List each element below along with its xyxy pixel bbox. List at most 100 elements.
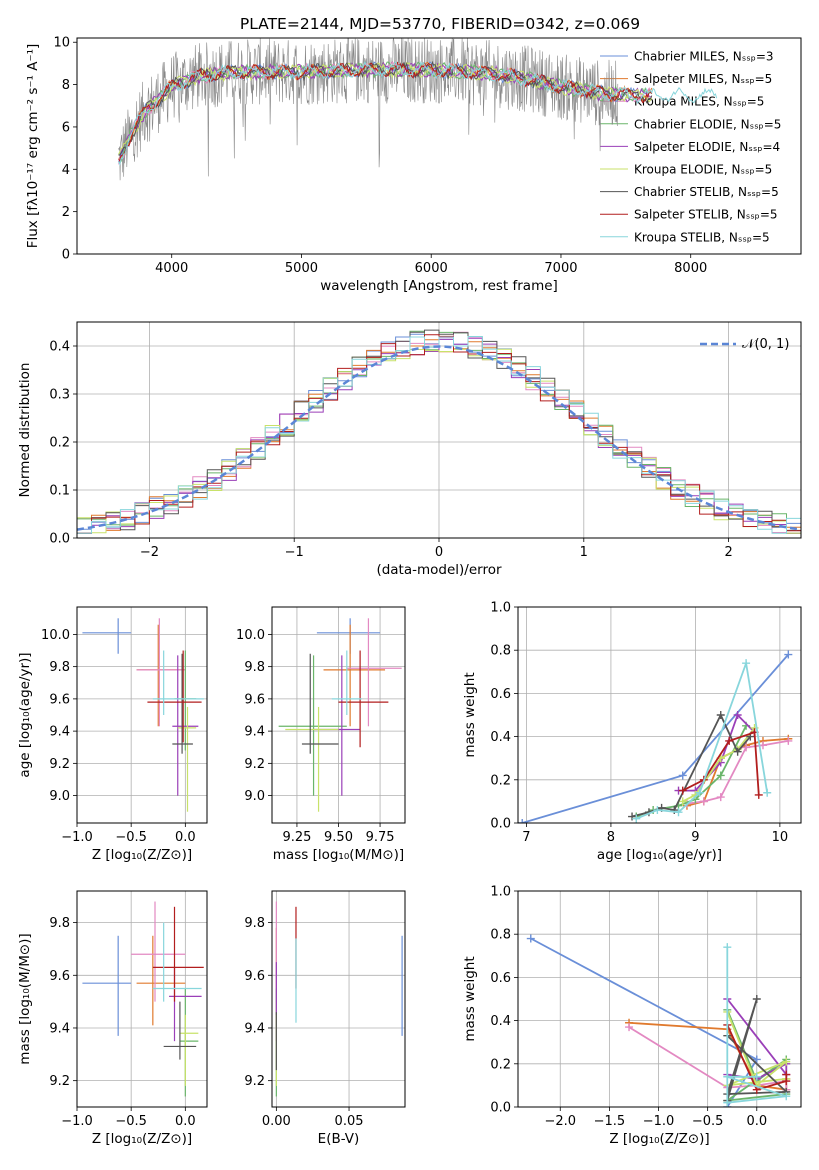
y-axis-label: age [log₁₀(age/yr)] xyxy=(17,652,33,777)
x-tick-label: 7000 xyxy=(544,261,577,276)
y-tick-label: 8 xyxy=(62,78,70,93)
weight-marker-8 xyxy=(782,1092,791,1101)
weight-marker-7 xyxy=(754,790,763,799)
x-tick-label: 0.05 xyxy=(335,1114,364,1129)
weight-marker-5 xyxy=(782,1057,791,1066)
weight-marker-8 xyxy=(742,659,751,668)
x-axis-label: E(B-V) xyxy=(318,1131,360,1147)
x-tick-label: −2.0 xyxy=(544,1114,576,1129)
y-tick-label: 0.0 xyxy=(49,532,70,547)
y-tick-label: 0.4 xyxy=(490,730,511,745)
y-axis-label: mass [log₁₀(M/M⊙)] xyxy=(17,933,33,1064)
weight-marker-3 xyxy=(716,771,725,780)
y-tick-label: 9.2 xyxy=(49,757,70,772)
plot-area xyxy=(278,618,402,812)
legend-label-3: Chabrier ELODIE, Nₛₛₚ=5 xyxy=(634,117,781,131)
y-tick-label: 9.4 xyxy=(49,1021,70,1036)
x-axis-label: wavelength [Angstrom, rest frame] xyxy=(320,278,558,294)
legend-label-4: Salpeter ELODIE, Nₛₛₚ=4 xyxy=(634,140,780,154)
y-tick-label: 9.2 xyxy=(244,1074,265,1089)
y-tick-label: 9.4 xyxy=(244,1021,265,1036)
y-tick-label: 9.6 xyxy=(49,969,70,984)
axes-frame xyxy=(271,890,406,1108)
chart-mass_vs_EBV: 0.00 0.05 9.2 9.4 9.6 9.8 E(B-V) xyxy=(244,890,406,1147)
weight-marker-8 xyxy=(632,814,641,823)
model-spectrum-8 xyxy=(118,60,718,166)
x-tick-label: −1.0 xyxy=(61,1114,93,1129)
y-tick-label: 2 xyxy=(62,205,70,220)
weight-marker-5 xyxy=(678,797,687,806)
y-tick-label: 4 xyxy=(62,163,70,178)
weight-line-8 xyxy=(635,659,769,820)
weight-marker-8 xyxy=(752,1072,761,1081)
legend-label-0: Chabrier MILES, Nₛₛₚ=3 xyxy=(634,50,774,64)
y-tick-label: 0.2 xyxy=(490,1057,511,1072)
weight-marker-6 xyxy=(670,806,679,815)
y-tick-label: 1.0 xyxy=(490,601,511,616)
x-tick-label: −0.5 xyxy=(115,830,147,845)
y-tick-label: 0.0 xyxy=(490,817,511,832)
weight-marker-8 xyxy=(674,808,683,817)
x-tick-label: 2 xyxy=(724,545,732,560)
y-tick-label: 9.4 xyxy=(244,725,265,740)
y-tick-label: 6 xyxy=(62,120,70,135)
histogram-8 xyxy=(77,336,801,534)
x-tick-label: −0.5 xyxy=(692,1114,724,1129)
x-tick-label: 6000 xyxy=(415,261,448,276)
x-tick-label: 0.0 xyxy=(175,1114,196,1129)
y-tick-label: 9.8 xyxy=(49,660,70,675)
y-axis-label: mass weight xyxy=(462,956,478,1041)
histogram-5 xyxy=(77,348,801,534)
x-axis-label: (data-model)/error xyxy=(376,562,502,578)
x-tick-label: 8000 xyxy=(674,261,707,276)
x-tick-label: 9.50 xyxy=(324,830,353,845)
axes-frame xyxy=(76,606,208,824)
x-tick-label: 0.0 xyxy=(175,830,196,845)
normal-curve xyxy=(77,345,801,531)
weight-marker-6 xyxy=(752,995,761,1003)
legend-label-5: Kroupa ELODIE, Nₛₛₚ=5 xyxy=(634,163,772,177)
x-tick-label: −1 xyxy=(285,545,304,560)
weight-marker-7 xyxy=(725,736,734,745)
x-tick-label: 9.25 xyxy=(282,830,311,845)
legend-label-1: Salpeter MILES, Nₛₛₚ=5 xyxy=(634,72,772,86)
y-tick-label: 0.6 xyxy=(490,971,511,986)
x-tick-label: 4000 xyxy=(155,261,188,276)
chart-residuals: −2 −1 0 1 2 0.0 0.1 0.2 0.3 0.4 (data-model)/error… xyxy=(17,321,802,578)
model-spectrum-5 xyxy=(118,61,653,155)
chart-spectrum: 4000 5000 6000 7000 8000 0 2 4 6 8 10 wavelength [A… xyxy=(25,36,802,294)
chart-mass_vs_Z: −1.0 −0.5 0.0 9.2 9.4 9.6 9.8 Z [log₁₀(Z/Z⊙)] ma… xyxy=(17,890,208,1147)
x-axis-label: Z [log₁₀(Z/Z⊙)] xyxy=(92,1131,192,1147)
y-tick-label: 0.4 xyxy=(49,340,70,355)
weight-marker-6 xyxy=(716,711,725,719)
x-tick-label: −1.5 xyxy=(594,1114,626,1129)
weight-marker-2 xyxy=(784,736,793,745)
weight-marker-0 xyxy=(752,1055,761,1064)
y-tick-label: 9.6 xyxy=(49,692,70,707)
axes-frame xyxy=(517,890,802,1108)
weight-marker-2 xyxy=(699,797,708,806)
chart-weight_vs_age: 7 8 9 10 0.0 0.2 0.4 0.6 0.8 1.0 age [log₁₀(age/yr… xyxy=(462,601,802,863)
axes-frame xyxy=(517,606,802,824)
x-tick-label: −1.0 xyxy=(61,830,93,845)
plot-area xyxy=(82,901,204,1097)
weight-marker-8 xyxy=(653,806,662,815)
y-tick-label: 9.4 xyxy=(49,725,70,740)
y-tick-label: 0.8 xyxy=(490,644,511,659)
plot-area xyxy=(118,38,718,181)
x-tick-label: 0 xyxy=(435,545,443,560)
model-spectrum-7 xyxy=(118,61,653,162)
weight-marker-4 xyxy=(733,711,742,719)
weight-marker-8 xyxy=(723,943,732,952)
chart-weight_vs_Z: −2.0 −1.5 −1.0 −0.5 0.0 0.0 0.2 0.4 0.6 0.8 1.0 Z [… xyxy=(462,885,802,1147)
y-tick-label: 9.2 xyxy=(244,757,265,772)
x-tick-label: 10 xyxy=(772,830,789,845)
y-tick-label: 9.2 xyxy=(49,1074,70,1089)
weight-marker-7 xyxy=(782,1070,791,1079)
y-tick-label: 0.6 xyxy=(490,687,511,702)
legend-label-7: Salpeter STELIB, Nₛₛₚ=5 xyxy=(634,208,778,222)
y-tick-label: 9.6 xyxy=(244,969,265,984)
legend-label-6: Chabrier STELIB, Nₛₛₚ=5 xyxy=(634,185,779,199)
x-tick-label: −1.0 xyxy=(643,1114,675,1129)
legend-label-normal: 𝒩(0, 1) xyxy=(742,337,789,352)
